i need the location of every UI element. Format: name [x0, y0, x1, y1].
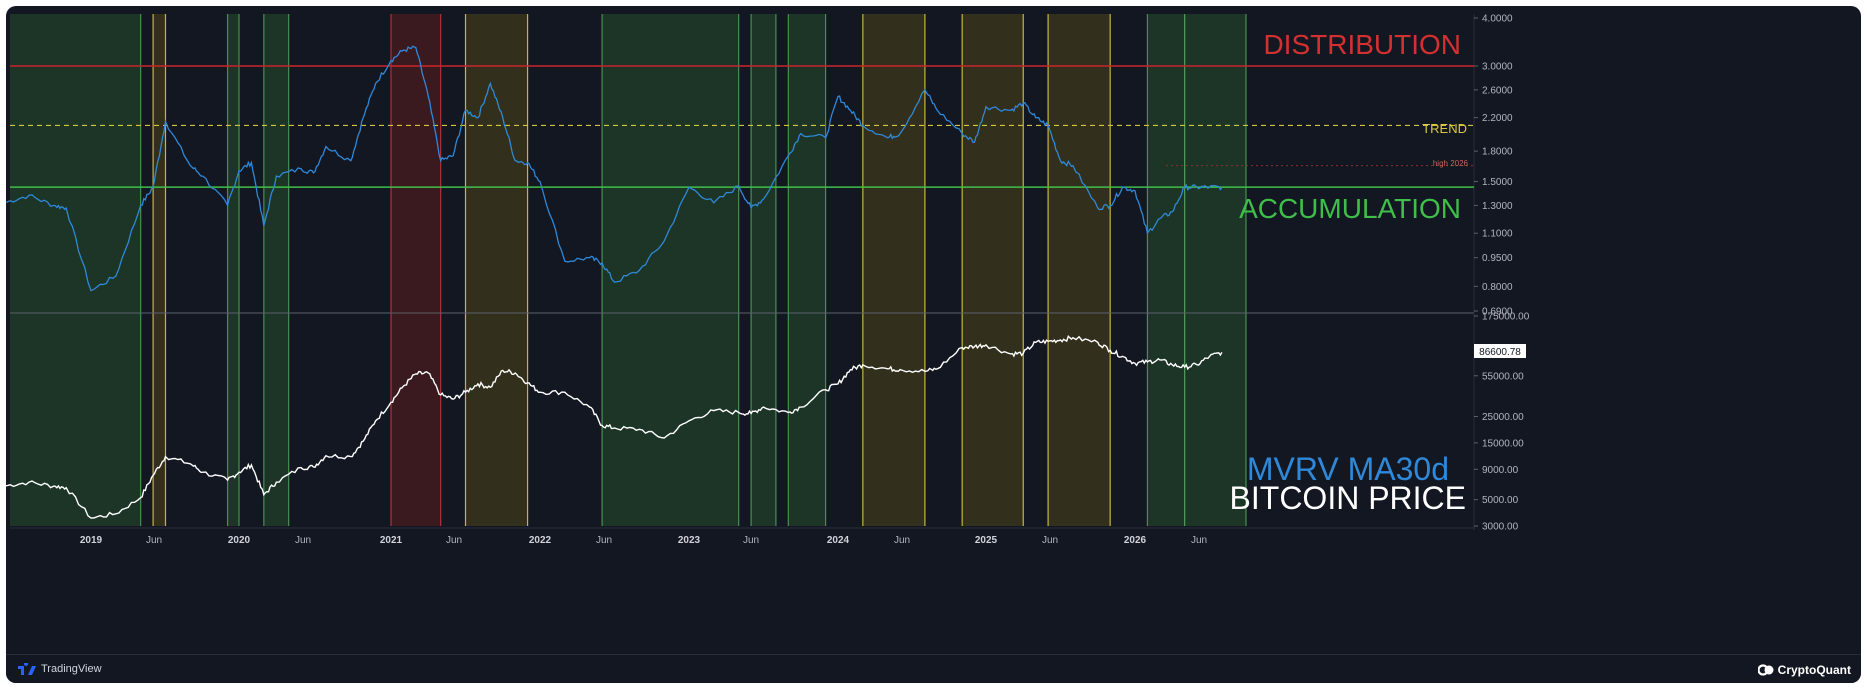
tradingview-logo[interactable]: TradingView [18, 663, 102, 675]
band-green [263, 14, 289, 526]
band-green [1147, 14, 1185, 526]
price-y-tick-label: 3000.00 [1482, 522, 1519, 533]
x-year-label: 2024 [827, 535, 850, 546]
high-2026-label: high 2026 [1433, 159, 1469, 168]
price-y-tick-label: 15000.00 [1482, 438, 1524, 449]
last-price-tag: 86600.78 [1474, 344, 1526, 358]
series-lines [6, 45, 1223, 519]
x-year-label: 2025 [975, 535, 998, 546]
y-axis: 4.0000 3.0000 2.6000 2.2000 1.8000 1.5000 1.30… [1474, 14, 1530, 533]
x-year-label: 2020 [228, 535, 251, 546]
mvrv-y-tick-label: 1.3000 [1482, 201, 1513, 212]
x-month-label: Jun [446, 535, 462, 546]
band-yellow [153, 14, 166, 526]
chart-canvas[interactable]: 4.0000 3.0000 2.6000 2.2000 1.8000 1.5000 1.30… [6, 6, 1861, 683]
mvrv-line [6, 45, 1223, 292]
distribution-label: DISTRIBUTION [1263, 29, 1461, 60]
tradingview-icon [18, 663, 36, 675]
mvrv-legend: MVRV MA30d [1247, 451, 1449, 487]
mvrv-y-tick-label: 1.8000 [1482, 147, 1513, 158]
mvrv-y-tick-label: 1.5000 [1482, 177, 1513, 188]
price-y-tick-label: 25000.00 [1482, 412, 1524, 423]
band-yellow [962, 14, 1024, 526]
band-green [751, 14, 776, 526]
price-y-tick-label: 9000.00 [1482, 465, 1519, 476]
x-year-label: 2021 [380, 535, 403, 546]
cryptoquant-icon [1757, 664, 1774, 676]
band-green [227, 14, 239, 526]
mvrv-y-tick-label: 3.0000 [1482, 61, 1513, 72]
mvrv-y-tick-label: 0.8000 [1482, 282, 1513, 293]
cryptoquant-label: CryptoQuant [1777, 663, 1851, 677]
chart-frame: 4.0000 3.0000 2.6000 2.2000 1.8000 1.5000 1.30… [6, 6, 1861, 683]
x-month-label: Jun [743, 535, 759, 546]
band-yellow [465, 14, 528, 526]
x-year-label: 2026 [1124, 535, 1147, 546]
mvrv-y-tick-label: 4.0000 [1482, 14, 1513, 25]
footer-bar: TradingView CryptoQuant [6, 654, 1861, 683]
band-red [391, 14, 441, 526]
accumulation-label: ACCUMULATION [1239, 193, 1461, 224]
price-line [6, 335, 1223, 519]
band-yellow [862, 14, 925, 526]
x-year-label: 2019 [80, 535, 103, 546]
x-month-label: Jun [1191, 535, 1207, 546]
x-month-label: Jun [295, 535, 311, 546]
band-green [10, 14, 141, 526]
grid [10, 14, 1475, 530]
x-month-label: Jun [596, 535, 612, 546]
band-green [788, 14, 826, 526]
x-axis: 2019 Jun 2020 Jun 2021 Jun 2022 Jun 2023 Jun 2024 J… [80, 535, 1207, 546]
x-month-label: Jun [146, 535, 162, 546]
highlight-bands [10, 14, 1247, 526]
tradingview-label: TradingView [41, 663, 102, 675]
price-y-tick-label: 55000.00 [1482, 371, 1524, 382]
band-green [602, 14, 739, 526]
x-year-label: 2022 [529, 535, 552, 546]
price-y-tick-label: 175000.00 [1482, 312, 1530, 323]
mvrv-y-tick-label: 2.6000 [1482, 85, 1513, 96]
band-yellow [1048, 14, 1111, 526]
x-month-label: Jun [894, 535, 910, 546]
trend-label: TREND [1422, 121, 1467, 136]
cryptoquant-logo[interactable]: CryptoQuant [1757, 663, 1851, 677]
x-year-label: 2023 [678, 535, 701, 546]
price-legend: BITCOIN PRICE [1230, 480, 1466, 516]
price-y-tick-label: 5000.00 [1482, 495, 1519, 506]
last-price-value: 86600.78 [1479, 347, 1521, 358]
mvrv-y-tick-label: 0.9500 [1482, 253, 1513, 264]
mvrv-y-tick-label: 0.6900 [1482, 307, 1513, 318]
mvrv-y-tick-label: 1.1000 [1482, 229, 1513, 240]
x-month-label: Jun [1042, 535, 1058, 546]
level-lines [10, 65, 1474, 188]
mvrv-y-tick-label: 2.2000 [1482, 113, 1513, 124]
band-green [1184, 14, 1246, 526]
